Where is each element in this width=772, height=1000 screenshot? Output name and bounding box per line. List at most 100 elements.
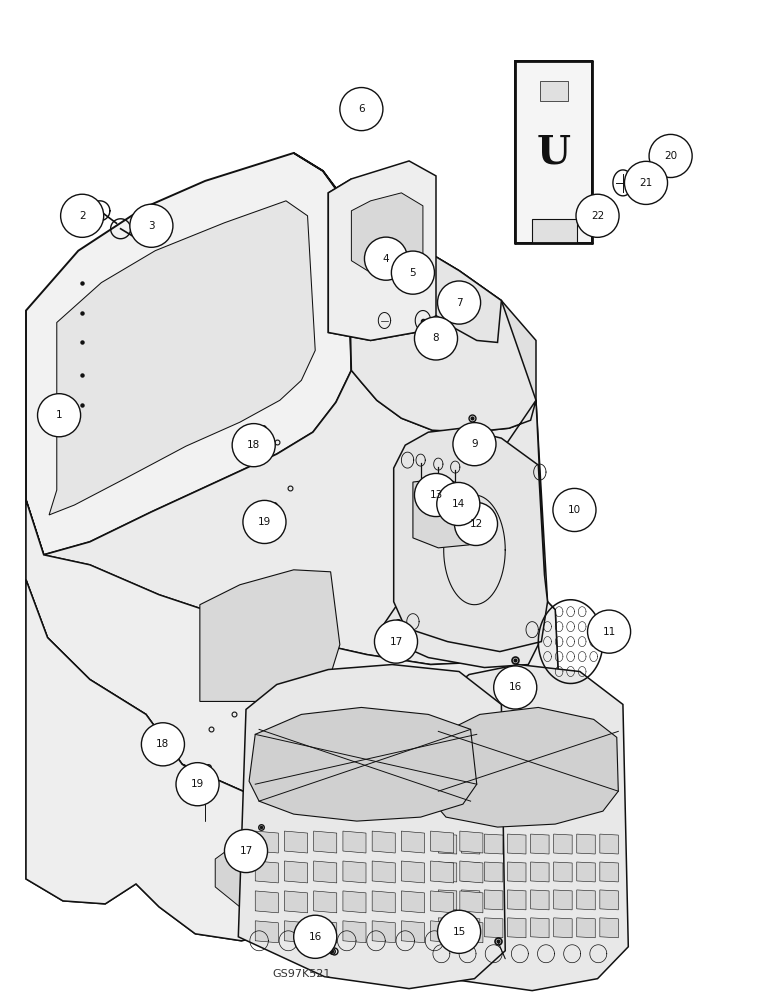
Polygon shape (26, 500, 563, 839)
Polygon shape (577, 890, 595, 910)
Text: 11: 11 (602, 627, 616, 637)
Text: 6: 6 (358, 104, 364, 114)
Text: 21: 21 (639, 178, 652, 188)
Polygon shape (394, 428, 547, 652)
Ellipse shape (141, 723, 185, 766)
Polygon shape (284, 891, 307, 913)
Polygon shape (438, 862, 457, 882)
Polygon shape (460, 921, 483, 943)
Ellipse shape (438, 910, 481, 953)
Polygon shape (347, 203, 544, 668)
Ellipse shape (225, 829, 268, 873)
Polygon shape (515, 61, 592, 243)
Text: 5: 5 (410, 268, 416, 278)
Polygon shape (249, 707, 477, 821)
Polygon shape (431, 891, 454, 913)
Polygon shape (49, 201, 315, 515)
Ellipse shape (130, 204, 173, 247)
Polygon shape (554, 918, 572, 938)
Polygon shape (600, 862, 618, 882)
Ellipse shape (415, 473, 458, 517)
Text: 16: 16 (309, 932, 322, 942)
Polygon shape (507, 918, 526, 938)
Polygon shape (343, 891, 366, 913)
Polygon shape (26, 370, 547, 665)
Polygon shape (507, 890, 526, 910)
Polygon shape (256, 891, 279, 913)
Polygon shape (485, 890, 503, 910)
Text: 19: 19 (258, 517, 271, 527)
Text: 22: 22 (591, 211, 604, 221)
Polygon shape (460, 861, 483, 883)
Polygon shape (200, 570, 340, 701)
Polygon shape (136, 764, 354, 941)
Ellipse shape (493, 666, 537, 709)
Polygon shape (438, 834, 457, 854)
Polygon shape (284, 831, 307, 853)
Polygon shape (507, 862, 526, 882)
Polygon shape (431, 861, 454, 883)
Ellipse shape (415, 317, 458, 360)
Ellipse shape (453, 423, 496, 466)
Polygon shape (343, 831, 366, 853)
Polygon shape (540, 81, 567, 101)
Polygon shape (401, 921, 425, 943)
Ellipse shape (587, 610, 631, 653)
Polygon shape (313, 831, 337, 853)
Polygon shape (462, 834, 480, 854)
Ellipse shape (391, 251, 435, 294)
Ellipse shape (176, 763, 219, 806)
Text: 19: 19 (191, 779, 204, 789)
Text: 9: 9 (471, 439, 478, 449)
Polygon shape (532, 219, 577, 243)
Text: 18: 18 (156, 739, 170, 749)
Polygon shape (401, 891, 425, 913)
Polygon shape (372, 861, 395, 883)
Ellipse shape (293, 915, 337, 958)
Polygon shape (530, 834, 549, 854)
Ellipse shape (649, 134, 692, 178)
Polygon shape (26, 580, 354, 941)
Polygon shape (431, 707, 618, 827)
Text: 13: 13 (429, 490, 442, 500)
Text: 4: 4 (383, 254, 389, 264)
Polygon shape (401, 831, 425, 853)
Text: 18: 18 (247, 440, 260, 450)
Polygon shape (507, 834, 526, 854)
Polygon shape (313, 921, 337, 943)
Text: 10: 10 (568, 505, 581, 515)
Polygon shape (428, 665, 628, 991)
Polygon shape (530, 890, 549, 910)
Polygon shape (328, 179, 501, 342)
Polygon shape (343, 861, 366, 883)
Polygon shape (462, 862, 480, 882)
Polygon shape (577, 834, 595, 854)
Polygon shape (577, 862, 595, 882)
Polygon shape (485, 834, 503, 854)
Ellipse shape (455, 502, 497, 545)
Polygon shape (431, 921, 454, 943)
Polygon shape (554, 834, 572, 854)
Polygon shape (215, 834, 323, 907)
Ellipse shape (374, 620, 418, 663)
Polygon shape (401, 861, 425, 883)
Polygon shape (26, 153, 351, 555)
Text: GS97K521: GS97K521 (273, 969, 330, 979)
Text: 8: 8 (432, 333, 439, 343)
Polygon shape (256, 921, 279, 943)
Polygon shape (256, 861, 279, 883)
Text: 16: 16 (509, 682, 522, 692)
Ellipse shape (38, 394, 80, 437)
Polygon shape (313, 861, 337, 883)
Polygon shape (343, 921, 366, 943)
Polygon shape (600, 918, 618, 938)
Polygon shape (462, 890, 480, 910)
Polygon shape (26, 500, 563, 839)
Text: 17: 17 (239, 846, 252, 856)
Polygon shape (413, 478, 472, 548)
Ellipse shape (625, 161, 668, 204)
Ellipse shape (243, 500, 286, 543)
Text: 3: 3 (148, 221, 154, 231)
Polygon shape (239, 665, 505, 989)
Polygon shape (372, 831, 395, 853)
